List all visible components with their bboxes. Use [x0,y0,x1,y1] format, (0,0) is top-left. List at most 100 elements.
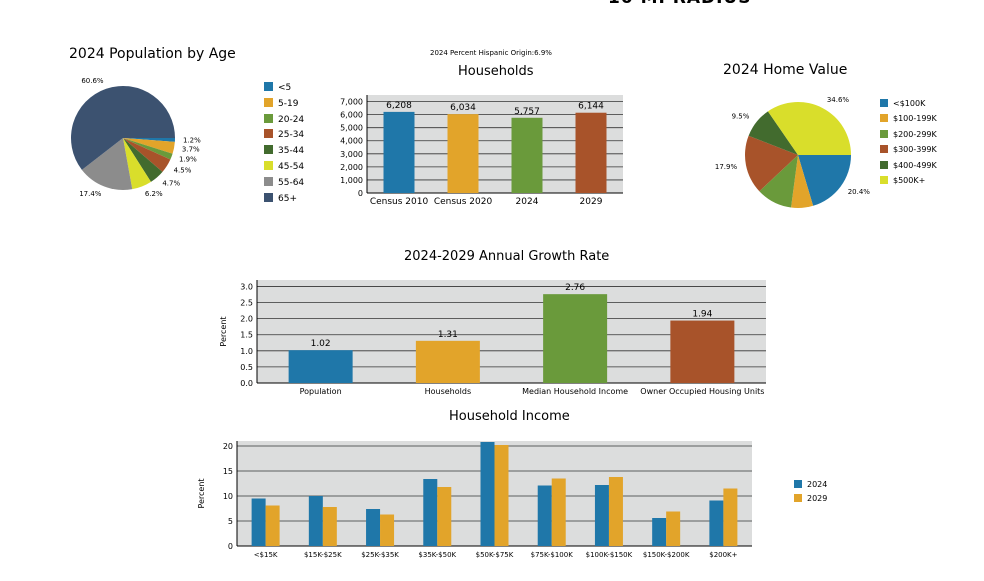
income-ytick-label: 5 [228,517,233,526]
legend-label: 2029 [807,494,828,503]
pop-age-value-label: 1.9% [179,156,197,164]
households-category-label: Census 2010 [370,197,429,207]
pop-age-legend-item-35-44: 35-44 [264,145,304,157]
legend-label: $500K+ [893,176,926,185]
income-bar-15k-25k-2024 [308,496,323,546]
households-ytick-label: 7,000 [340,98,363,107]
pop-age-value-label: 6.2% [145,190,163,198]
growth-ytick-label: 1.0 [240,347,253,356]
households-title: Households [458,64,534,79]
home-value-slice-200-299k [759,155,798,208]
income-category-label: $15K-$25K [304,551,342,559]
home-value-legend-item-200-299k: $200-299K [880,129,937,141]
page-title: 10 MI RADIUS [608,0,751,8]
legend-label: $400-499K [893,160,937,170]
income-title: Household Income [449,409,570,424]
legend-label: <$100K [893,99,926,108]
legend-label: 5-19 [278,98,299,109]
pop-age-slice-25-34 [123,138,171,172]
legend-label: 2024 [807,480,828,489]
legend-label: 35-44 [278,146,305,157]
legend-swatch [264,192,273,202]
growth-ylabel: Percent [219,316,228,346]
income-bar-50k-75k-2029 [494,445,509,546]
income-legend-item-2029: 2029 [794,493,827,505]
legend-swatch [264,129,273,139]
income-bar-200k-2024 [709,500,724,546]
income-category-label: $100K-$150K [586,551,633,559]
home-value-legend-item-400-499k: $400-499K [880,160,937,172]
pop-age-slice-55-64 [81,138,133,191]
income-category-label: $50K-$75K [476,551,514,559]
growth-ytick-label: 1.5 [240,331,253,340]
growth-ytick-label: 2.5 [240,299,253,308]
legend-label: $100-199K [893,114,937,124]
legend-swatch [880,99,888,107]
home-value-legend-item-500k: $500K+ [880,175,925,187]
growth-category-label: Median Household Income [522,387,628,396]
income-chart: 0 5 10 15 20 <$15K $15K-$25K $25K-$35K $35K-$50K… [197,441,752,559]
households-ytick-label: 0 [358,189,363,198]
income-bar-15k-2029 [265,505,280,546]
pop-age-title: 2024 Population by Age [69,46,236,62]
growth-bar-population [288,350,353,383]
households-bar-2029 [575,112,607,193]
growth-value-label: 1.31 [438,330,458,340]
legend-swatch [264,176,273,186]
pop-age-slice-45-54 [123,138,151,190]
pop-age-legend-item-25-34: 25-34 [264,129,304,141]
income-bar-75k-100k-2024 [537,485,552,546]
households-category-label: 2029 [580,197,603,207]
pop-age-legend-item-20-24: 20-24 [264,113,305,126]
home-value-slice-300-399k [745,135,798,192]
households-bar-census-2010 [383,111,415,193]
pop-age-slice-5 [123,138,175,142]
home-value-slice-100-199k [791,155,814,208]
pop-age-value-label: 4.5% [174,166,192,174]
households-ytick-label: 1,000 [340,176,363,185]
home-value-legend-item-100-199k: $100-199K [880,113,937,125]
hispanic-note: 2024 Percent Hispanic Origin:6.9% [430,49,552,57]
legend-swatch [264,82,273,91]
home-value-slice-400-499k [748,111,798,155]
legend-swatch [264,145,273,155]
pop-age-legend-item-5-19: 5-19 [264,97,299,110]
legend-label: $300-399K [893,145,937,155]
growth-bar-households [415,340,480,383]
households-category-label: 2024 [516,197,539,207]
income-bar-35k-50k-2024 [423,479,438,546]
growth-title: 2024-2029 Annual Growth Rate [404,249,610,264]
income-bar-200k-2029 [723,488,738,546]
home-value-legend-item-100k: <$100K [880,98,925,110]
legend-label: 45-54 [278,162,305,172]
pop-age-slice-35-44 [123,138,163,182]
income-bar-15k-25k-2029 [322,507,337,546]
pop-age-legend-item-55-64: 55-64 [264,176,304,189]
income-category-label: <$15K [254,551,278,559]
pop-age-value-label: 17.4% [79,190,102,198]
legend-swatch [880,160,888,169]
growth-bar-owner-occupied-housing-units [670,320,735,383]
growth-category-label: Population [300,387,342,396]
legend-label: 20-24 [278,114,305,125]
households-chart: 0 1,000 2,000 3,000 4,000 5,000 6,000 7,000 6,20… [340,95,623,207]
households-value-label: 6,144 [578,102,604,112]
income-bar-100k-150k-2029 [608,477,623,546]
pop-age-legend-item-65: 65+ [264,192,297,205]
pop-age-slice-20-24 [123,138,173,160]
legend-label: <5 [278,83,292,93]
income-category-label: $200K+ [709,551,737,559]
households-category-label: Census 2020 [434,197,493,207]
home-value-legend-item-300-399k: $300-399K [880,144,937,156]
pop-age-slice-5-19 [123,138,175,154]
home-value-value-label: 34.6% [827,96,850,104]
home-value-slice-500k [767,102,851,155]
growth-value-label: 2.76 [565,283,585,293]
income-bar-150k-200k-2029 [666,511,681,546]
households-value-label: 5,757 [514,107,540,117]
income-bar-25k-35k-2024 [366,509,381,546]
income-ytick-label: 0 [228,542,233,551]
legend-swatch [880,114,888,123]
income-category-label: $75K-$100K [531,551,574,559]
legend-swatch [880,129,888,138]
